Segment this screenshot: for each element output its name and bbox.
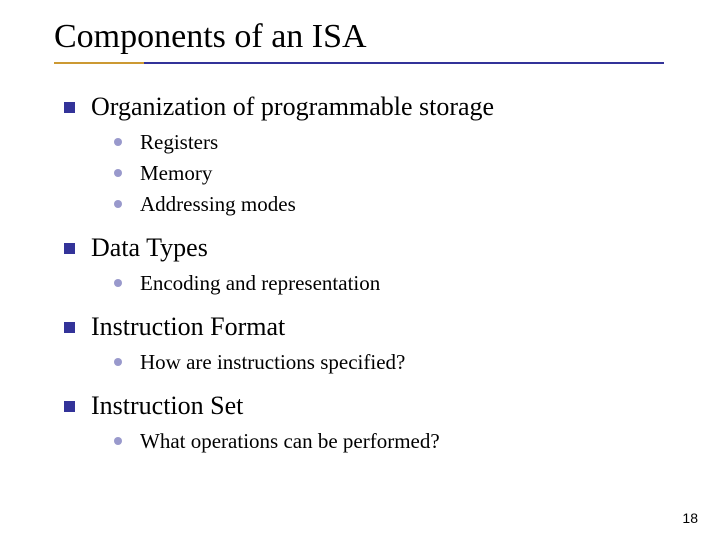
square-bullet-icon xyxy=(64,322,75,333)
list-item-label: Data Types xyxy=(91,233,208,263)
square-bullet-icon xyxy=(64,243,75,254)
list-item-label: Organization of programmable storage xyxy=(91,92,494,122)
list-item: How are instructions specified? xyxy=(114,350,720,375)
list-item: Data Types xyxy=(64,233,720,263)
list-item-label: Addressing modes xyxy=(140,192,296,217)
list-item-label: Instruction Set xyxy=(91,391,243,421)
dot-bullet-icon xyxy=(114,437,122,445)
sublist: How are instructions specified? xyxy=(64,350,720,391)
slide: Components of an ISA Organization of pro… xyxy=(0,0,720,540)
list-item-label: Registers xyxy=(140,130,218,155)
list-item-label: Instruction Format xyxy=(91,312,285,342)
dot-bullet-icon xyxy=(114,200,122,208)
dot-bullet-icon xyxy=(114,169,122,177)
list-item-label: Encoding and representation xyxy=(140,271,380,296)
dot-bullet-icon xyxy=(114,279,122,287)
sublist: What operations can be performed? xyxy=(64,429,720,470)
sublist: Registers Memory Addressing modes xyxy=(64,130,720,233)
sublist: Encoding and representation xyxy=(64,271,720,312)
list-item: Registers xyxy=(114,130,720,155)
list-item-label: Memory xyxy=(140,161,212,186)
list-item-label: How are instructions specified? xyxy=(140,350,405,375)
list-item: Instruction Format xyxy=(64,312,720,342)
slide-title: Components of an ISA xyxy=(54,18,720,56)
underline-main xyxy=(144,62,664,64)
list-item: Instruction Set xyxy=(64,391,720,421)
title-underline xyxy=(54,62,664,64)
list-item: Organization of programmable storage xyxy=(64,92,720,122)
list-item: Encoding and representation xyxy=(114,271,720,296)
page-number: 18 xyxy=(682,510,698,526)
slide-content: Organization of programmable storage Reg… xyxy=(54,64,720,470)
square-bullet-icon xyxy=(64,102,75,113)
square-bullet-icon xyxy=(64,401,75,412)
dot-bullet-icon xyxy=(114,358,122,366)
list-item: What operations can be performed? xyxy=(114,429,720,454)
dot-bullet-icon xyxy=(114,138,122,146)
list-item: Memory xyxy=(114,161,720,186)
list-item-label: What operations can be performed? xyxy=(140,429,440,454)
underline-accent xyxy=(54,62,144,64)
list-item: Addressing modes xyxy=(114,192,720,217)
